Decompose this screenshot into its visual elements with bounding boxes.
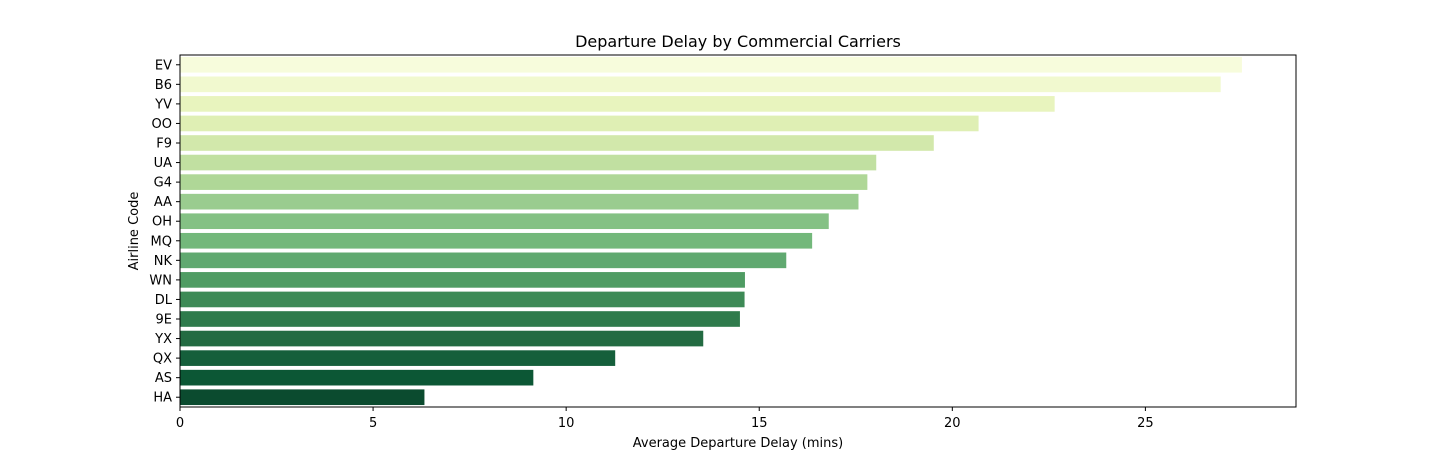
bar-oo [180,115,979,132]
y-axis: EV B6 YV OO F9 UA G4 AA OH MQ NK WN DL 9E YX QX AS HA [149,58,180,406]
y-tick-label: YV [154,97,172,112]
y-tick-label: EV [155,58,172,73]
bar-ev [180,56,1242,73]
bar-f9 [180,135,934,151]
x-tick-label: 10 [558,416,575,431]
y-axis-label: Airline Code [127,192,142,271]
x-axis-label: Average Departure Delay (mins) [633,436,843,451]
bar-mq [180,232,813,249]
y-tick-label: HA [153,391,172,406]
y-tick-label: AS [155,371,172,386]
bar-b6 [180,76,1221,93]
bar-ha [180,389,425,406]
y-tick-label: OH [152,215,172,230]
bar-ua [180,154,877,171]
bar-dl [180,291,745,308]
y-tick-label: OO [152,117,172,132]
x-tick-label: 0 [176,416,184,431]
bar-wn [180,272,745,288]
y-tick-label: AA [154,195,172,210]
y-tick-label: WN [149,273,172,288]
bar-9e [180,311,740,327]
y-tick-label: UA [154,156,173,171]
y-tick-label: MQ [151,234,172,249]
y-tick-label: DL [155,293,173,308]
bar-aa [180,193,859,210]
bars-group [180,56,1242,406]
bar-as [180,369,534,386]
bar-nk [180,252,787,269]
y-tick-label: 9E [156,313,173,328]
y-tick-label: QX [153,352,172,367]
chart-title: Departure Delay by Commercial Carriers [575,32,901,51]
bar-yx [180,330,704,347]
y-tick-label: B6 [155,78,172,93]
bar-g4 [180,174,868,190]
y-tick-label: F9 [156,137,172,152]
x-axis: 0 5 10 15 20 25 [176,407,1154,431]
x-tick-label: 5 [369,416,377,431]
bar-qx [180,350,616,366]
y-tick-label: YX [154,332,172,347]
y-tick-label: G4 [154,176,172,191]
x-tick-label: 25 [1137,416,1154,431]
x-tick-label: 15 [751,416,768,431]
bar-oh [180,213,829,230]
bar-yv [180,96,1055,112]
y-tick-label: NK [154,254,173,269]
x-tick-label: 20 [944,416,961,431]
plot-frame [179,54,1297,408]
